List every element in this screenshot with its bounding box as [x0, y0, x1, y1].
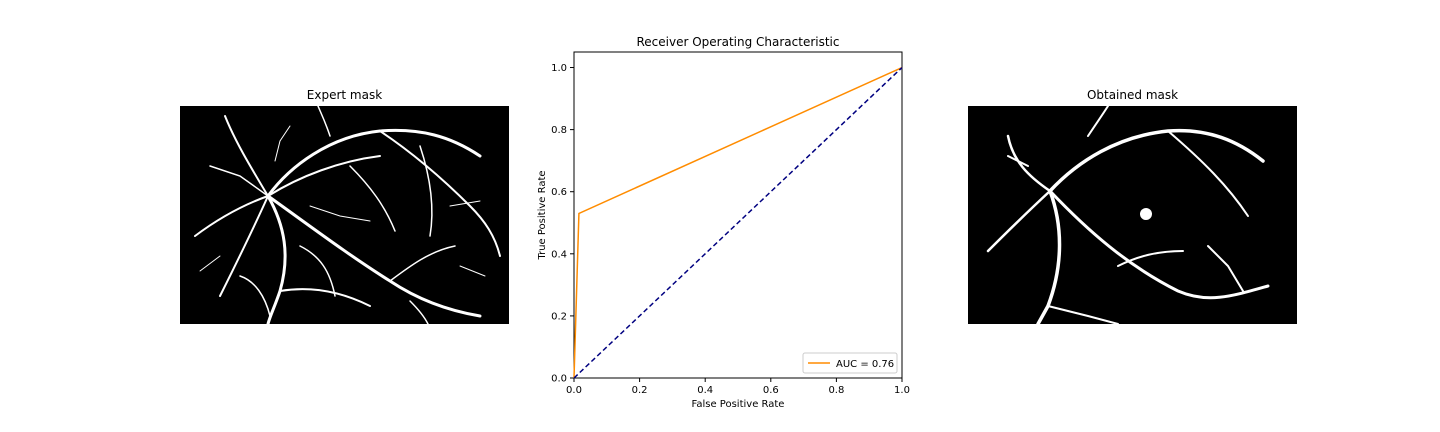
- y-axis-label: True Positive Rate: [537, 170, 548, 260]
- x-axis-label: False Positive Rate: [692, 399, 785, 410]
- obtained-mask-title: Obtained mask: [1086, 88, 1179, 102]
- y-tick-label: 0.0: [551, 374, 567, 385]
- obtained-mask-image: [968, 106, 1297, 324]
- legend: AUC = 0.76: [802, 352, 898, 374]
- y-tick-label: 0.4: [551, 249, 567, 260]
- x-tick-label: 0.0: [566, 385, 582, 396]
- legend-box: [802, 352, 898, 374]
- segmented-vessels-drawing: [986, 106, 1270, 324]
- expert-mask-image: [180, 106, 509, 324]
- vessel-tree-drawing: [194, 106, 501, 324]
- x-axis-ticks: 0.0 0.2 0.4 0.6 0.8 1.0: [566, 378, 910, 396]
- roc-curve-line: [573, 66, 903, 379]
- x-tick-label: 0.2: [632, 385, 648, 396]
- x-tick-label: 0.8: [828, 385, 844, 396]
- y-tick-label: 0.6: [551, 187, 567, 198]
- y-tick-label: 1.0: [551, 63, 567, 74]
- y-axis-ticks: 0.0 0.2 0.4 0.6 0.8 1.0: [551, 63, 574, 385]
- series-lines: [573, 66, 903, 379]
- chart-title: Receiver Operating Characteristic: [636, 35, 839, 49]
- chance-diagonal-line: [573, 66, 903, 379]
- x-tick-label: 1.0: [894, 385, 910, 396]
- legend-label: AUC = 0.76: [836, 359, 894, 370]
- y-tick-label: 0.2: [551, 311, 567, 322]
- x-tick-label: 0.4: [697, 385, 713, 396]
- x-tick-label: 0.6: [763, 385, 779, 396]
- expert-mask-title: Expert mask: [306, 88, 383, 102]
- y-tick-label: 0.8: [551, 125, 567, 136]
- plot-frame: [573, 51, 903, 379]
